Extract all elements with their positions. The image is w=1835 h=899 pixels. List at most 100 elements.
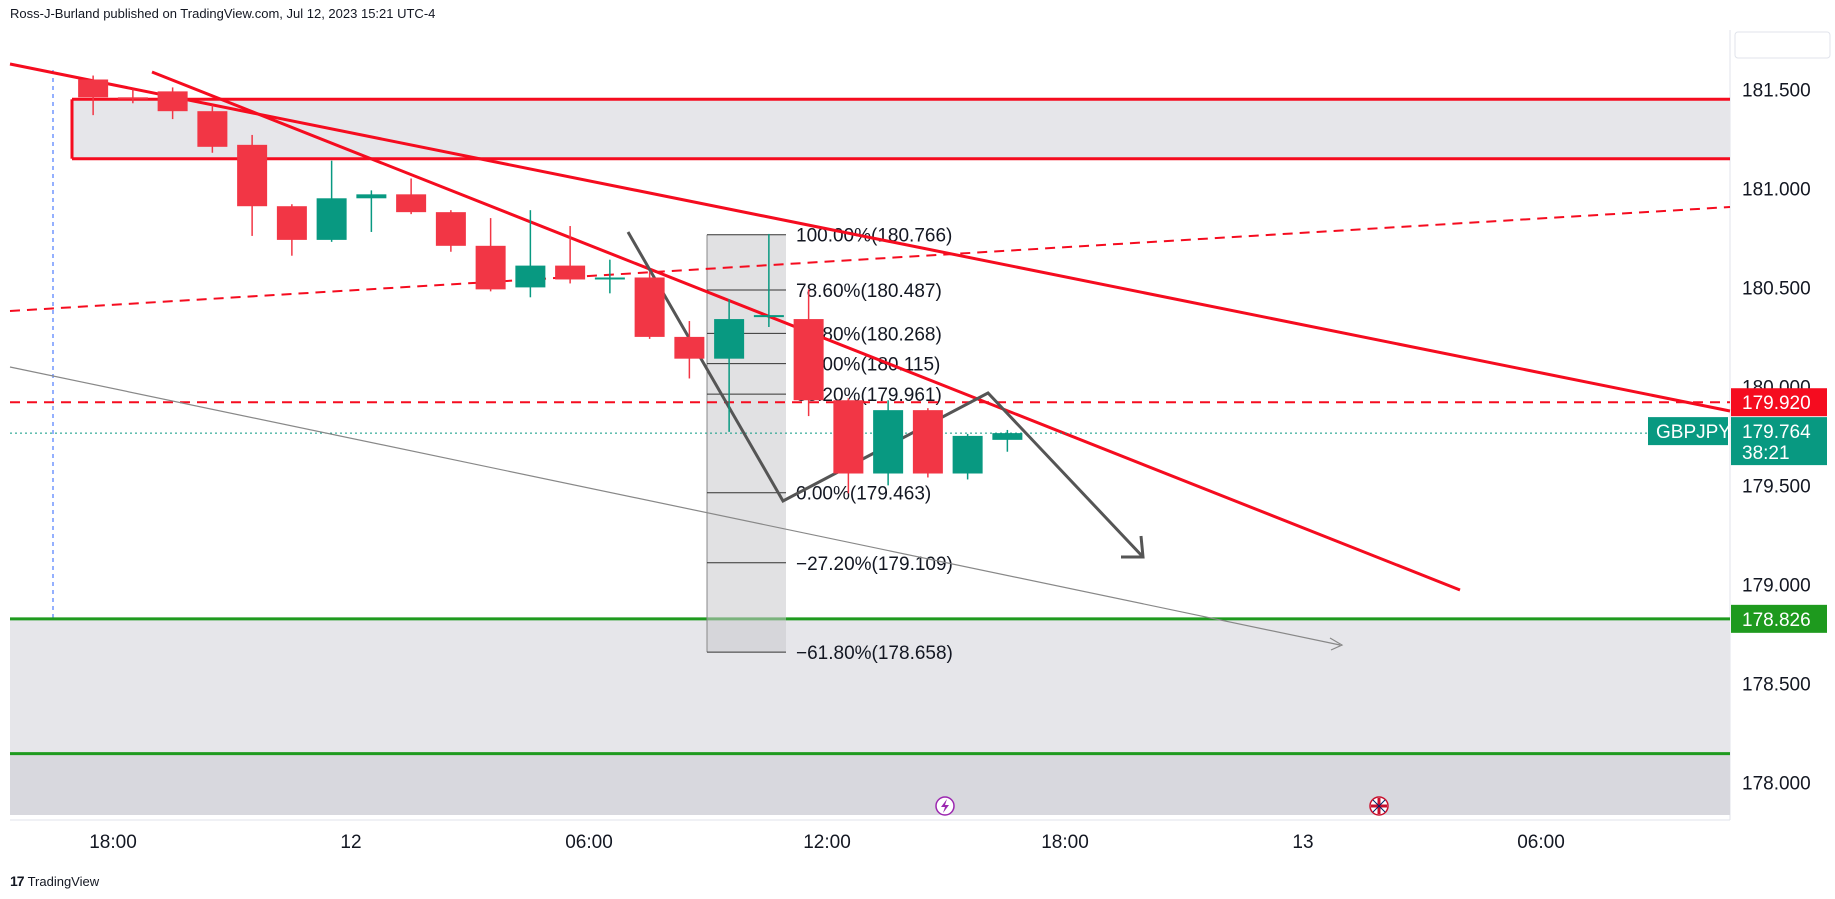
event-flag-diag-2 <box>1372 799 1386 813</box>
candle <box>753 233 784 327</box>
candle-body <box>793 319 824 401</box>
candle-body <box>714 319 745 359</box>
candle <box>674 321 705 379</box>
candle <box>833 398 864 494</box>
price-tick-label: 178.000 <box>1742 773 1811 794</box>
candle <box>435 210 466 252</box>
candle-body <box>833 400 864 474</box>
support-zone-fill <box>10 618 1730 754</box>
fib-level-label: −27.20%(179.109) <box>796 554 953 575</box>
price-tick-label: 181.000 <box>1742 179 1811 200</box>
last-price-tag-bg <box>1731 417 1827 466</box>
candle-body <box>157 91 188 112</box>
candle-body <box>753 315 784 318</box>
time-axis[interactable]: 18:00 12 06:00 12:00 18:00 13 06:00 <box>89 832 1565 853</box>
candle <box>356 190 387 232</box>
candle-body <box>674 336 705 359</box>
event-lightning-glyph <box>941 799 949 813</box>
candle <box>952 433 983 480</box>
candle <box>634 271 665 339</box>
candle <box>515 210 546 298</box>
symbol-tag-bg <box>1648 417 1728 446</box>
price-tick-label: 180.500 <box>1742 278 1811 299</box>
candle-body <box>117 97 148 100</box>
candle-body <box>873 410 904 474</box>
candle <box>197 105 228 153</box>
lower-zone-fill <box>10 753 1730 815</box>
candle-body <box>634 277 665 337</box>
candle-body <box>316 198 347 240</box>
grey-channel-arrowhead <box>1329 637 1344 651</box>
candle-body <box>197 111 228 147</box>
candle <box>117 89 148 104</box>
zones-layer <box>10 97 1730 815</box>
event-lightning-icon <box>935 796 955 816</box>
candle <box>276 204 307 256</box>
fib-level-label: 100.00%(180.766) <box>796 226 952 247</box>
time-tick-label: 06:00 <box>1517 832 1565 853</box>
time-tick-label: 13 <box>1292 832 1313 853</box>
candle <box>78 75 109 116</box>
fib-range-box <box>707 234 786 653</box>
support-level-tag: 178.826 <box>1742 610 1811 631</box>
fib-level-label: −61.80%(178.658) <box>796 643 953 664</box>
price-axis-top-box <box>1734 31 1831 59</box>
fib-level-label: 38.20%(179.961) <box>796 385 942 406</box>
time-tick-label: 12:00 <box>803 832 851 853</box>
candle-body <box>435 212 466 246</box>
candle-body <box>594 277 625 280</box>
candle-body <box>515 265 546 288</box>
long-downtrend-line <box>9 62 1731 413</box>
resistance-level-tag-bg <box>1731 388 1827 417</box>
candle <box>912 408 943 478</box>
candle-body <box>912 410 943 474</box>
candle <box>555 226 586 284</box>
tradingview-logo-icon: 17 <box>10 873 25 889</box>
candle-body <box>992 433 1023 440</box>
candle <box>316 160 347 242</box>
price-tick-label: 178.500 <box>1742 674 1811 695</box>
resistance-level-tag: 179.920 <box>1742 393 1811 414</box>
time-tick-label: 18:00 <box>1041 832 1089 853</box>
time-tick-label: 06:00 <box>565 832 613 853</box>
candle <box>157 87 188 120</box>
time-tick-label: 12 <box>340 832 361 853</box>
candle-body <box>276 206 307 240</box>
candle-body <box>952 435 983 474</box>
candle <box>475 218 506 292</box>
bar-countdown: 38:21 <box>1742 443 1790 464</box>
candle <box>793 289 824 417</box>
candle-body <box>78 79 109 98</box>
fib-level-label: 0.00%(179.463) <box>796 484 931 505</box>
fibonacci-retracement[interactable]: 100.00%(180.766)78.60%(180.487)61.80%(18… <box>706 226 953 664</box>
tradingview-brand: 17 TradingView <box>10 873 99 889</box>
candle-body <box>237 144 268 207</box>
last-price-tag: 179.764 <box>1742 422 1811 443</box>
candle <box>396 178 427 215</box>
time-tick-label: 18:00 <box>89 832 137 853</box>
events-layer <box>935 796 1389 816</box>
fib-level-label: 78.60%(180.487) <box>796 281 942 302</box>
candle <box>873 400 904 486</box>
dashed-uptrend-line <box>9 206 1731 312</box>
candle-body <box>396 194 427 213</box>
publisher-caption: Ross-J-Burland published on TradingView.… <box>10 6 436 21</box>
candle-body <box>555 265 586 280</box>
symbol-tag: GBPJPY <box>1656 422 1731 443</box>
grey-channel-line <box>9 366 1341 646</box>
projection-arrowhead <box>1121 535 1145 559</box>
candle <box>714 299 745 432</box>
candle <box>992 429 1023 452</box>
candles-layer <box>78 75 1023 494</box>
brand-text: TradingView <box>27 873 100 889</box>
candle <box>237 134 268 236</box>
event-uk-flag-icon <box>1369 796 1389 816</box>
candle <box>594 259 625 294</box>
resistance-zone-fill <box>72 99 1730 159</box>
support-level-tag-bg <box>1731 604 1827 633</box>
price-tick-label: 181.500 <box>1742 80 1811 101</box>
price-tick-label: 179.000 <box>1742 575 1811 596</box>
price-tick-label: 179.500 <box>1742 476 1811 497</box>
